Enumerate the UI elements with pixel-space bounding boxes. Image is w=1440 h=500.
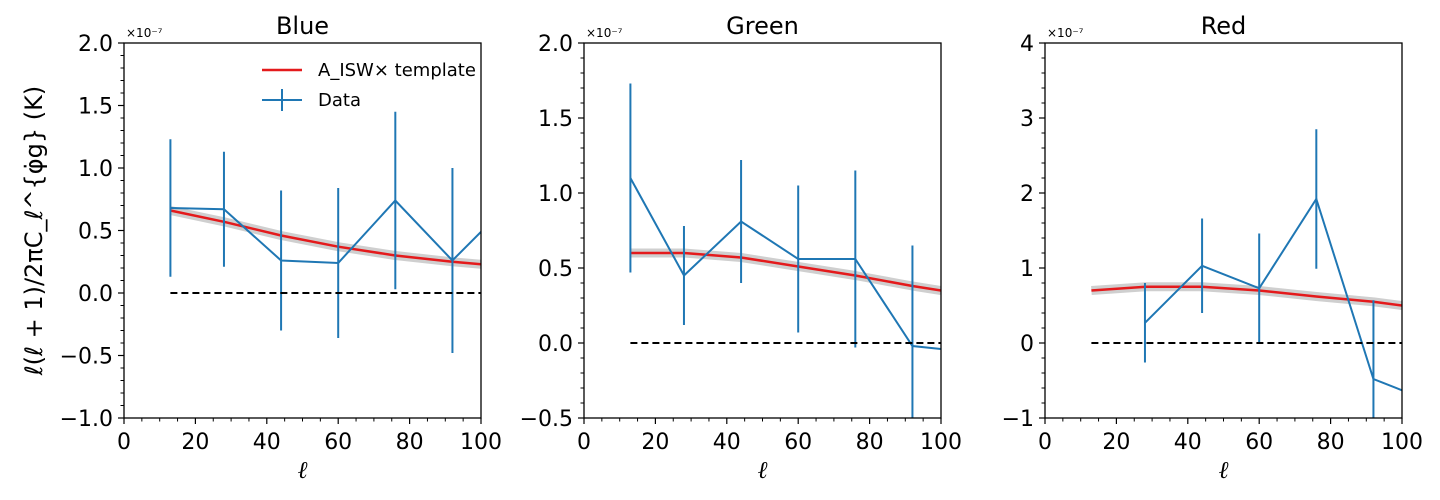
y-tick-label: 0.0 — [78, 282, 113, 307]
y-tick-label: −0.5 — [60, 345, 113, 370]
panel-title: Red — [1201, 12, 1247, 40]
data-line — [170, 199, 481, 265]
x-tick-label: 100 — [920, 430, 962, 455]
y-axis-label: ℓ(ℓ + 1)/2πC_ℓ^{φ̇g} (K) — [20, 86, 48, 376]
x-axis-label: ℓ — [758, 456, 768, 484]
legend-label: A_ISW× template — [318, 60, 476, 81]
axis-offset-text: ×10⁻⁷ — [126, 26, 163, 40]
y-tick-label: 2.0 — [78, 32, 113, 57]
x-tick-label: 60 — [1245, 430, 1273, 455]
plot-area — [629, 83, 941, 418]
data-line — [1144, 196, 1402, 392]
y-tick-label: −1.0 — [60, 407, 113, 432]
x-tick-label: 40 — [253, 430, 281, 455]
x-axis-label: ℓ — [298, 456, 308, 484]
y-tick-label: 0.5 — [538, 257, 573, 282]
y-tick-label: 1.0 — [78, 157, 113, 182]
legend: A_ISW× template Data — [262, 60, 476, 111]
y-tick-label: 1.0 — [538, 182, 573, 207]
x-axis-label: ℓ — [1219, 456, 1229, 484]
x-tick-label: 100 — [460, 430, 502, 455]
y-tick-label: 2.0 — [538, 32, 573, 57]
y-tick-label: −1 — [1002, 407, 1034, 432]
x-tick-label: 80 — [856, 430, 884, 455]
panel-title: Green — [726, 12, 799, 40]
panel-title: Blue — [276, 12, 329, 40]
plot-area — [1091, 129, 1402, 418]
axis-offset-text: ×10⁻⁷ — [1047, 26, 1084, 40]
y-tick-label: 1.5 — [538, 107, 573, 132]
axes-frame — [1044, 42, 1403, 419]
x-tick-label: 40 — [713, 430, 741, 455]
plot-area — [169, 111, 481, 353]
panel-blue: 0 20 40 60 80 100 −1.0 −0.5 0.0 0.5 1.0 1.5 2.0 Blue ×… — [20, 12, 502, 484]
y-tick-label: 0.0 — [538, 332, 573, 357]
x-tick-label: 100 — [1381, 430, 1423, 455]
x-tick-label: 20 — [641, 430, 669, 455]
x-tick-label: 60 — [324, 430, 352, 455]
x-tick-label: 0 — [1038, 430, 1052, 455]
y-tick-label: 0.5 — [78, 220, 113, 245]
x-tick-label: 0 — [577, 430, 591, 455]
x-tick-label: 80 — [396, 430, 424, 455]
y-tick-label: 1.5 — [78, 95, 113, 120]
axes-frame — [123, 42, 482, 419]
x-tick-label: 20 — [1102, 430, 1130, 455]
y-tick-label: 0 — [1020, 332, 1034, 357]
template-band — [630, 248, 941, 295]
axis-offset-text: ×10⁻⁷ — [586, 26, 623, 40]
y-tick-label: 2 — [1020, 182, 1034, 207]
y-tick-label: 3 — [1020, 107, 1034, 132]
axes-frame — [583, 42, 942, 419]
y-tick-label: 4 — [1020, 32, 1034, 57]
legend-label: Data — [318, 90, 361, 111]
template-band — [169, 206, 481, 269]
x-tick-label: 20 — [181, 430, 209, 455]
x-tick-label: 0 — [117, 430, 131, 455]
y-tick-label: −0.5 — [520, 407, 573, 432]
x-tick-label: 40 — [1174, 430, 1202, 455]
panel-green: 0 20 40 60 80 100 −0.5 0.0 0.5 1.0 1.5 2.0 Green ×10⁻… — [520, 12, 962, 484]
x-tick-label: 80 — [1317, 430, 1345, 455]
x-tick-label: 60 — [784, 430, 812, 455]
y-tick-label: 1 — [1020, 257, 1034, 282]
